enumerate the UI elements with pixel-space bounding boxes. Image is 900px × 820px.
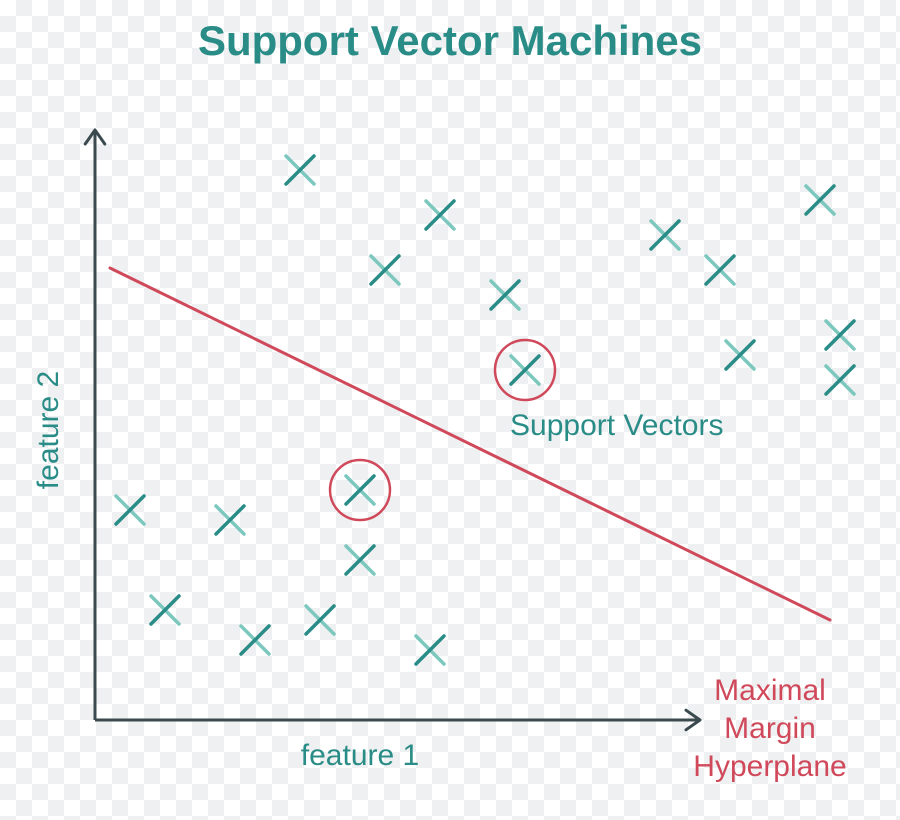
- data-point-upper: [511, 356, 539, 384]
- support-vectors-label: Support Vectors: [510, 409, 723, 442]
- data-point-upper: [826, 321, 854, 349]
- hyperplane-line: [110, 268, 830, 620]
- x-axis-label: feature 1: [301, 739, 419, 772]
- data-points: [116, 156, 854, 664]
- data-point-lower: [116, 496, 144, 524]
- data-point-lower: [346, 476, 374, 504]
- data-point-lower: [416, 636, 444, 664]
- data-point-upper: [426, 201, 454, 229]
- data-point-upper: [371, 256, 399, 284]
- data-point-upper: [826, 366, 854, 394]
- hyperplane-label: MaximalMarginHyperplane: [693, 674, 846, 783]
- data-point-lower: [216, 506, 244, 534]
- svm-diagram: Support Vector Machines feature 1 featur…: [0, 0, 900, 820]
- data-point-lower: [346, 546, 374, 574]
- chart-title: Support Vector Machines: [198, 17, 702, 64]
- data-point-upper: [726, 341, 754, 369]
- y-axis-label: feature 2: [32, 371, 65, 489]
- data-point-lower: [151, 596, 179, 624]
- data-point-lower: [306, 606, 334, 634]
- data-point-upper: [286, 156, 314, 184]
- data-point-upper: [651, 221, 679, 249]
- data-point-upper: [806, 186, 834, 214]
- data-point-lower: [241, 626, 269, 654]
- data-point-upper: [491, 281, 519, 309]
- data-point-upper: [706, 256, 734, 284]
